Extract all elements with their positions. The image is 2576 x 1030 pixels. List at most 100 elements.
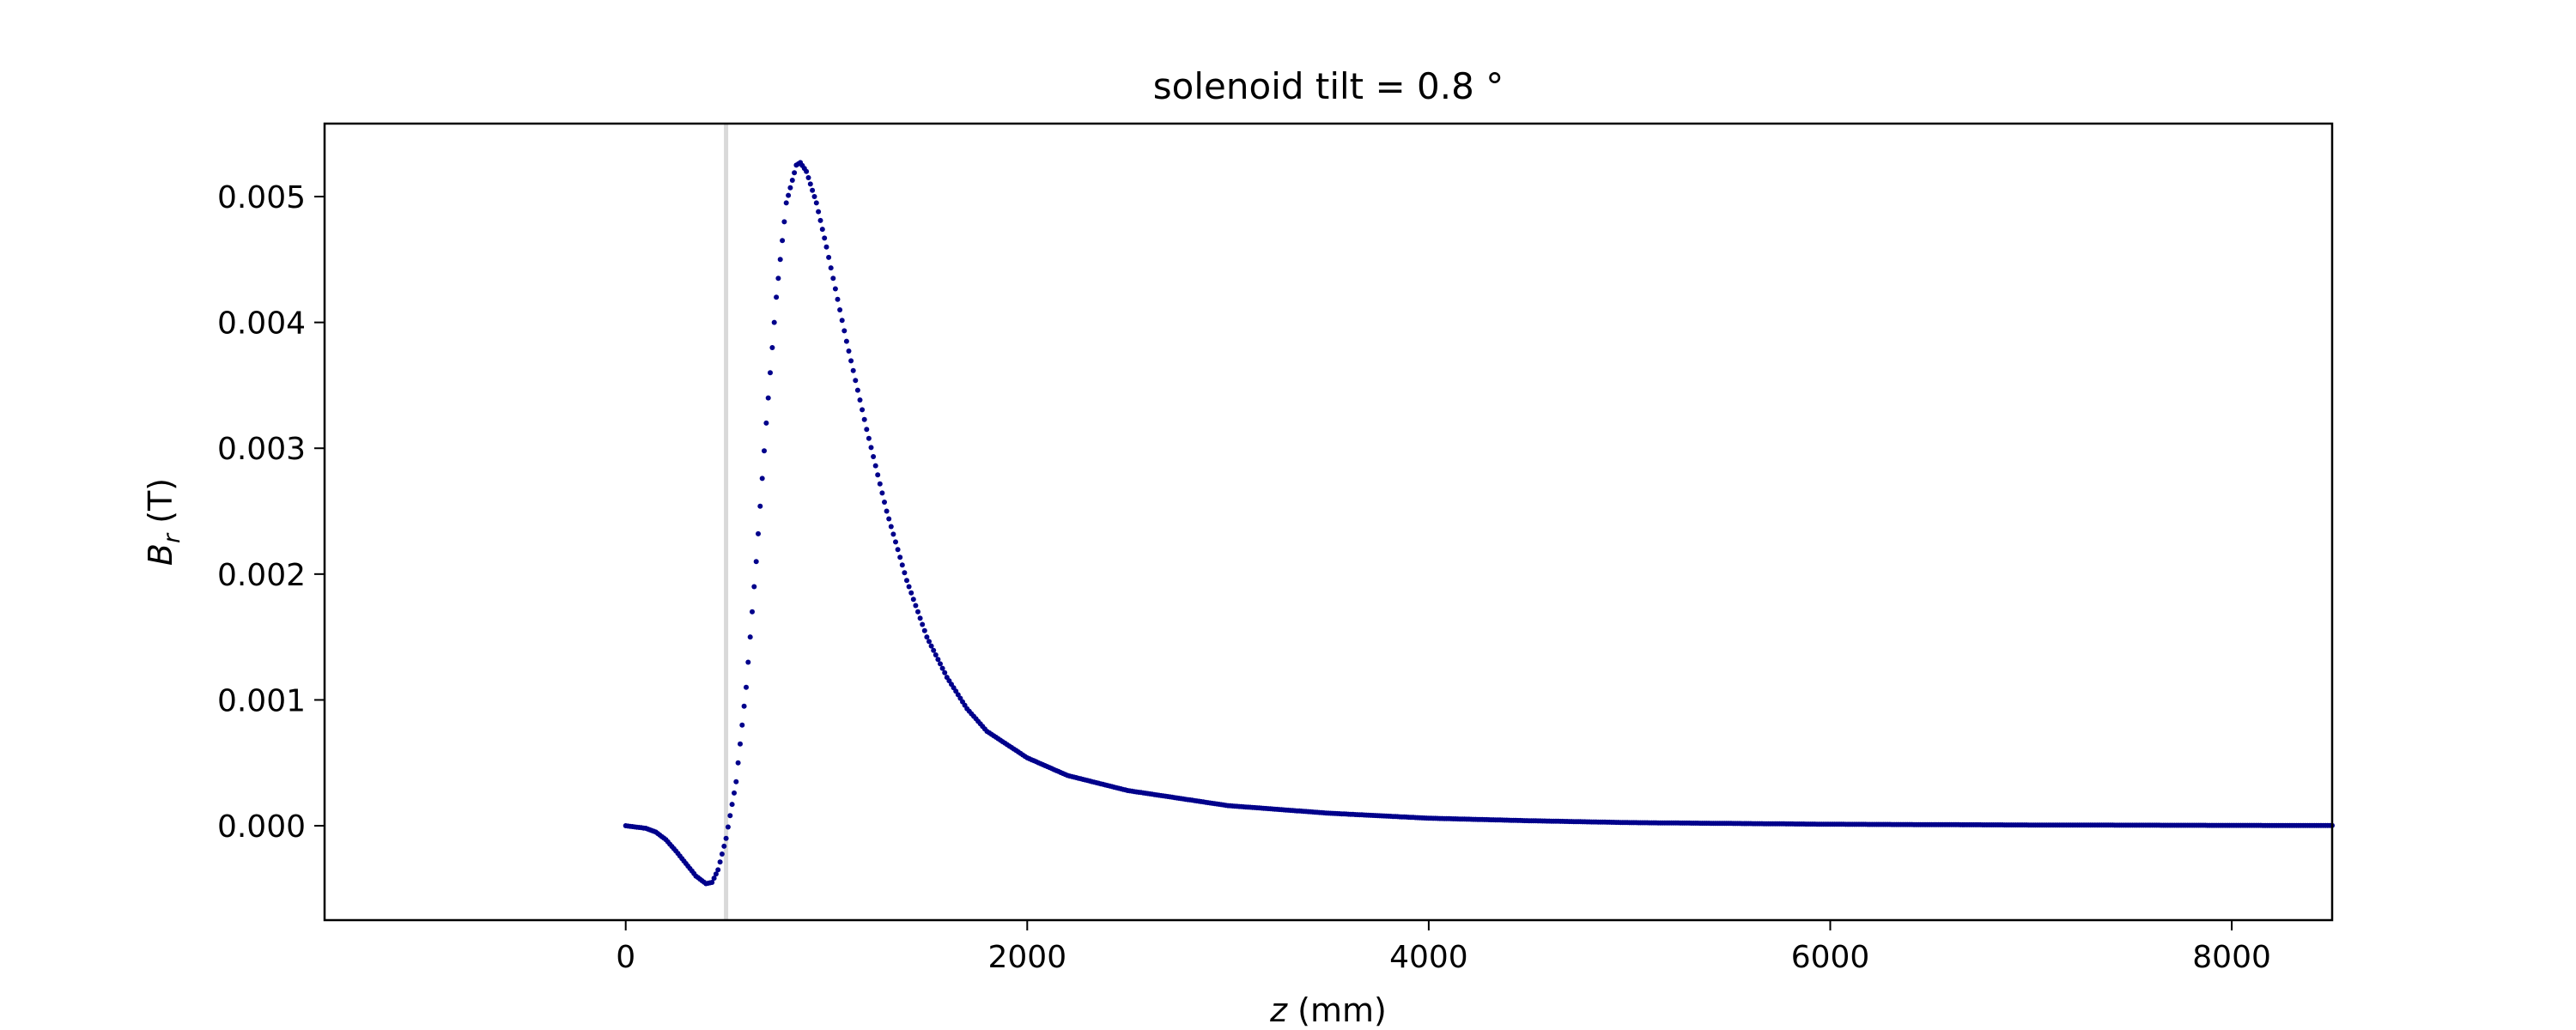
data-point <box>816 209 822 215</box>
data-point <box>713 871 719 877</box>
data-point <box>787 185 793 191</box>
data-point <box>777 257 783 263</box>
y-tick-label: 0.003 <box>217 432 306 467</box>
y-tick-label: 0.004 <box>217 306 306 342</box>
data-point <box>935 657 941 663</box>
data-point <box>786 192 792 198</box>
data-point <box>765 395 771 401</box>
y-axis-unit: (T) <box>142 478 179 534</box>
data-point <box>771 319 777 325</box>
data-point <box>837 307 843 312</box>
data-point <box>899 562 905 568</box>
data-point <box>910 597 916 603</box>
data-point <box>735 760 741 766</box>
data-point <box>938 661 943 667</box>
data-point <box>738 741 743 747</box>
data-point <box>882 500 887 505</box>
x-tick-label: 2000 <box>987 940 1066 975</box>
data-point <box>861 416 867 422</box>
data-point <box>711 876 717 882</box>
data-point <box>906 584 912 590</box>
data-point <box>924 634 930 640</box>
data-point <box>780 238 786 244</box>
x-tick-label: 0 <box>616 940 635 975</box>
data-point <box>884 508 890 514</box>
data-point <box>897 554 903 560</box>
data-point <box>928 643 934 649</box>
x-tick-label: 6000 <box>1791 940 1870 975</box>
data-point <box>908 590 914 596</box>
x-tick-label: 4000 <box>1389 940 1468 975</box>
data-point <box>805 175 811 180</box>
data-point <box>939 665 945 671</box>
x-axis-ticks: 0 2000 4000 6000 8000 <box>616 920 2271 975</box>
data-point <box>848 358 854 364</box>
data-point <box>942 670 948 676</box>
data-point <box>895 547 901 553</box>
y-axis-variable: B <box>142 543 179 566</box>
data-point <box>823 244 829 250</box>
data-point <box>775 276 781 282</box>
data-point <box>872 463 878 469</box>
chart-title: solenoid tilt = 0.8 ° <box>1153 65 1504 107</box>
x-tick-label: 8000 <box>2192 940 2271 975</box>
data-point <box>920 621 926 627</box>
data-point <box>817 217 823 223</box>
data-point <box>846 348 852 354</box>
data-point <box>832 286 838 292</box>
data-point <box>904 578 909 584</box>
data-point <box>826 254 832 260</box>
data-point <box>768 370 773 376</box>
data-point <box>854 387 860 393</box>
data-point <box>857 397 863 403</box>
data-point <box>804 168 810 174</box>
data-point <box>709 880 715 885</box>
data-point <box>769 345 775 350</box>
data-point <box>913 603 919 609</box>
data-point <box>902 570 908 576</box>
data-point <box>762 448 767 454</box>
data-point <box>810 187 816 193</box>
data-series <box>623 160 2335 887</box>
data-point <box>732 790 737 796</box>
data-point <box>763 420 769 426</box>
data-point <box>830 276 836 282</box>
data-point <box>745 659 751 665</box>
data-point <box>866 435 872 441</box>
data-point <box>721 843 727 849</box>
data-point <box>879 490 885 496</box>
data-point <box>747 634 753 640</box>
data-point <box>886 516 892 522</box>
data-point <box>877 481 883 487</box>
axes-frame <box>323 122 2334 922</box>
data-point <box>933 652 939 657</box>
data-point <box>875 472 881 478</box>
y-tick-label: 0.000 <box>217 809 306 845</box>
data-point <box>915 609 920 615</box>
data-point <box>715 867 721 873</box>
data-point <box>774 294 780 300</box>
data-point <box>841 328 848 334</box>
data-point <box>868 445 874 451</box>
data-point <box>729 802 735 808</box>
data-point <box>813 200 819 206</box>
data-point <box>741 703 747 709</box>
data-point <box>723 835 729 841</box>
y-tick-label: 0.005 <box>217 180 306 215</box>
plot-area <box>623 124 2335 920</box>
data-point <box>717 859 723 865</box>
data-point <box>719 851 725 857</box>
data-point <box>843 338 849 344</box>
data-point <box>757 503 763 509</box>
data-point <box>860 407 866 413</box>
x-axis-unit: (mm) <box>1287 991 1387 1029</box>
data-point <box>890 531 896 537</box>
data-point <box>871 454 877 459</box>
x-axis-label: z (mm) <box>1269 991 1387 1029</box>
data-point <box>744 684 749 690</box>
data-point <box>839 318 845 324</box>
data-point <box>792 170 798 176</box>
data-point <box>759 476 765 482</box>
data-point <box>789 178 795 183</box>
